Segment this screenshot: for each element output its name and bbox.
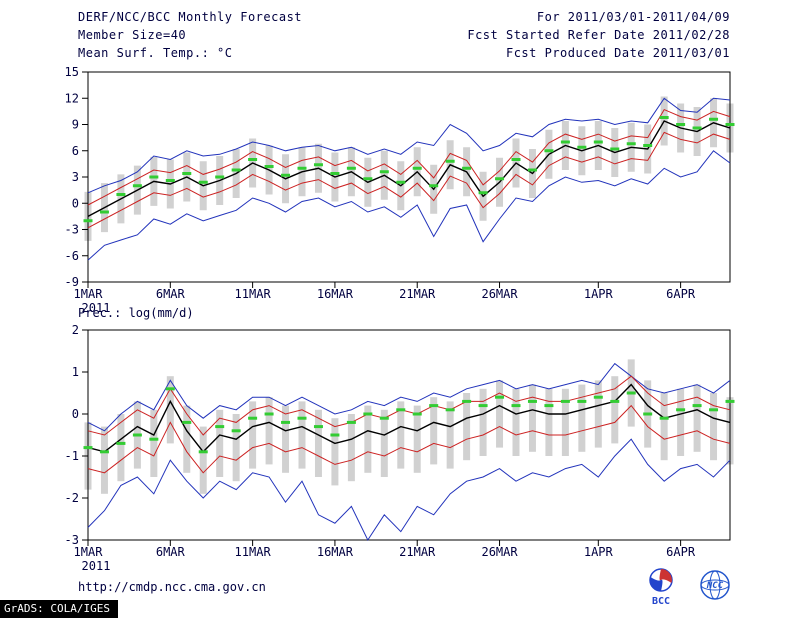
ensemble-spread-bar bbox=[677, 388, 685, 456]
ensemble-spread-bar bbox=[528, 384, 536, 452]
ensemble-spread-bar bbox=[298, 401, 306, 469]
logo-group: BCC NCC bbox=[638, 566, 738, 608]
fcst-produced-label: Fcst Produced Date 2011/03/01 bbox=[505, 46, 730, 60]
lower-spread-line bbox=[87, 404, 731, 474]
ensemble-spread-bar bbox=[183, 405, 191, 473]
plot-frame bbox=[87, 329, 731, 541]
ensemble-spread-bar bbox=[249, 401, 257, 469]
ensemble-spread-bar bbox=[166, 376, 174, 444]
ensemble-spread-bar bbox=[479, 388, 487, 456]
y-tick-label: -2 bbox=[65, 491, 79, 505]
ensemble-spread-bar bbox=[463, 393, 471, 461]
ensemble-spread-bar bbox=[150, 409, 158, 477]
ensemble-spread-bar bbox=[561, 388, 569, 456]
x-year-label: 2011 bbox=[82, 559, 111, 573]
x-tick-label: 16MAR bbox=[317, 545, 354, 559]
ensemble-spread-bar bbox=[611, 376, 619, 444]
ensemble-spread-bar bbox=[347, 414, 355, 482]
x-tick-label: 26MAR bbox=[481, 287, 518, 301]
bcc-logo-label: BCC bbox=[652, 596, 670, 607]
prec-chart-title: Prec.: log(mm/d) bbox=[78, 306, 194, 320]
lower-spread-line bbox=[87, 131, 731, 229]
ensemble-spread-bar bbox=[265, 397, 273, 465]
ensemble-spread-bar bbox=[117, 414, 125, 482]
temp-chart-title: Mean Surf. Temp.: °C bbox=[78, 46, 233, 60]
ensemble-spread-bar bbox=[282, 405, 290, 473]
ensemble-spread-bar bbox=[496, 380, 504, 448]
ensemble-spread-bar bbox=[693, 384, 701, 452]
ensemble-spread-bar bbox=[199, 426, 207, 494]
y-tick-label: -6 bbox=[65, 249, 79, 263]
fcst-started-label: Fcst Started Refer Date 2011/02/28 bbox=[467, 28, 730, 42]
ensemble-mean-line bbox=[87, 120, 731, 218]
x-tick-label: 6MAR bbox=[156, 287, 186, 301]
y-tick-label: 9 bbox=[72, 118, 79, 132]
ensemble-spread-bar bbox=[594, 380, 602, 448]
upper-spread-line bbox=[87, 375, 731, 436]
y-tick-label: 12 bbox=[65, 91, 79, 105]
ensemble-min-line bbox=[87, 150, 731, 261]
y-tick-label: -3 bbox=[65, 533, 79, 547]
source-url: http://cmdp.ncc.cma.gov.cn bbox=[78, 580, 266, 594]
ensemble-spread-bar bbox=[100, 426, 108, 494]
ensemble-max-line bbox=[87, 362, 731, 432]
ncc-logo-label: NCC bbox=[706, 581, 724, 591]
y-tick-label: 0 bbox=[72, 407, 79, 421]
ensemble-spread-bar bbox=[413, 405, 421, 473]
y-tick-label: 0 bbox=[72, 196, 79, 210]
y-tick-label: 6 bbox=[72, 144, 79, 158]
y-tick-label: 15 bbox=[65, 65, 79, 79]
ensemble-spread-bar bbox=[660, 393, 668, 461]
ensemble-spread-bar bbox=[512, 388, 520, 456]
x-tick-label: 1APR bbox=[584, 287, 614, 301]
ensemble-spread-bar bbox=[216, 409, 224, 477]
ensemble-spread-bar bbox=[710, 393, 718, 461]
ensemble-mean-line bbox=[87, 383, 731, 453]
ensemble-max-line bbox=[87, 97, 731, 194]
x-tick-label: 11MAR bbox=[235, 545, 272, 559]
temperature-chart: -9 -6 -3 0 3 6 9 12 15 1MAR 6MAR 11MAR 16MAR 21MAR 26M… bbox=[65, 65, 735, 315]
ensemble-spread-bar bbox=[364, 405, 372, 473]
upper-spread-line bbox=[87, 108, 731, 206]
x-tick-label: 1APR bbox=[584, 545, 614, 559]
x-tick-label: 6MAR bbox=[156, 545, 186, 559]
x-tick-label: 21MAR bbox=[399, 545, 436, 559]
page-title: DERF/NCC/BCC Monthly Forecast bbox=[78, 10, 303, 24]
x-tick-label: 16MAR bbox=[317, 287, 354, 301]
y-tick-label: 2 bbox=[72, 323, 79, 337]
x-tick-label: 6APR bbox=[666, 287, 696, 301]
y-tick-label: 1 bbox=[72, 365, 79, 379]
y-tick-label: 3 bbox=[72, 170, 79, 184]
y-tick-label: -9 bbox=[65, 275, 79, 289]
ensemble-spread-bar bbox=[545, 388, 553, 456]
ensemble-min-line bbox=[87, 438, 731, 542]
ensemble-spread-bar bbox=[380, 409, 388, 477]
x-tick-label: 11MAR bbox=[235, 287, 272, 301]
ensemble-spread-bar bbox=[232, 414, 240, 482]
ncc-logo: NCC bbox=[700, 570, 730, 600]
ensemble-spread-bar bbox=[314, 409, 322, 477]
y-tick-label: -1 bbox=[65, 449, 79, 463]
forecast-range-label: For 2011/03/01-2011/04/09 bbox=[536, 10, 730, 24]
x-tick-label: 26MAR bbox=[481, 545, 518, 559]
ensemble-spread-bar bbox=[446, 401, 454, 469]
x-tick-label: 1MAR bbox=[74, 545, 104, 559]
ensemble-spread-bar bbox=[331, 418, 339, 486]
ensemble-spread-bar bbox=[397, 401, 405, 469]
x-tick-label: 6APR bbox=[666, 545, 696, 559]
x-year-label: 2011 bbox=[82, 301, 111, 315]
ensemble-spread-bar bbox=[578, 384, 586, 452]
grads-credit-bar: GrADS: COLA/IGES bbox=[0, 600, 118, 618]
member-size-label: Member Size=40 bbox=[78, 28, 187, 42]
bcc-logo: BCC bbox=[649, 568, 673, 607]
x-tick-label: 1MAR bbox=[74, 287, 104, 301]
y-tick-label: -3 bbox=[65, 223, 79, 237]
ensemble-spread-bar bbox=[430, 397, 438, 465]
x-tick-label: 21MAR bbox=[399, 287, 436, 301]
